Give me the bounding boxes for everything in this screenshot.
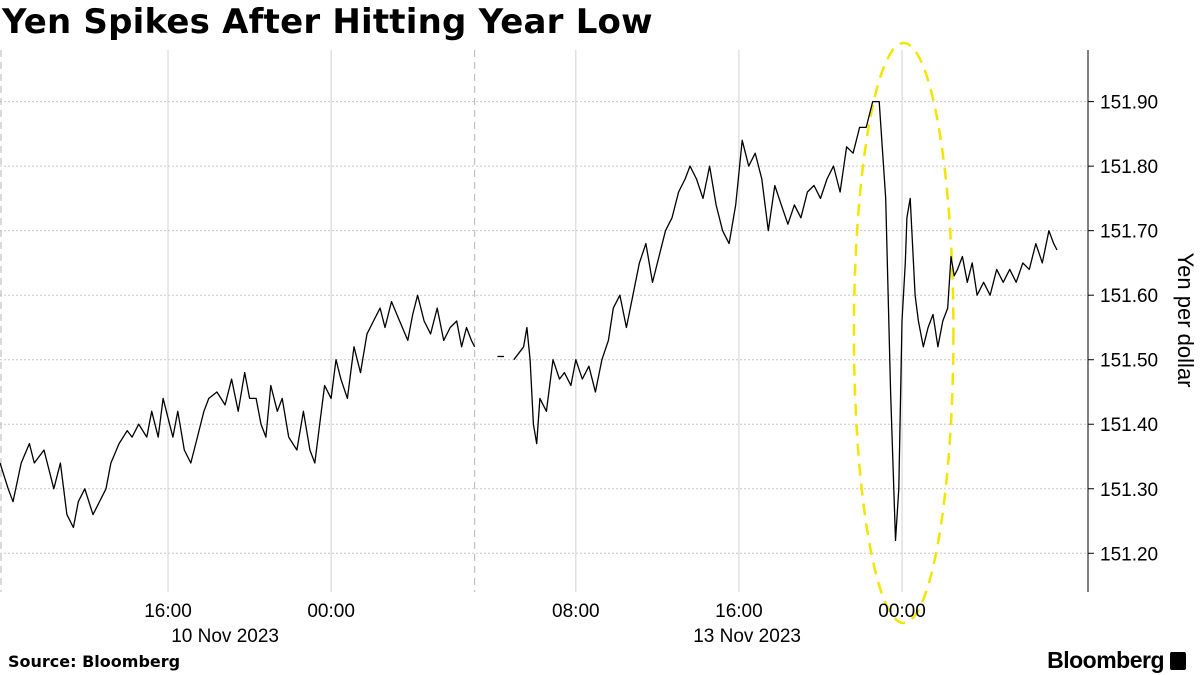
chart-title: Yen Spikes After Hitting Year Low [2, 2, 653, 42]
grid-layer [0, 50, 1088, 592]
x-tick-label: 16:00 [715, 601, 763, 622]
source-note: Source: Bloomberg [8, 652, 181, 671]
brand-terminal-icon [1170, 651, 1186, 670]
y-tick-label: 151.30 [1100, 480, 1158, 501]
x-tick-label: 08:00 [552, 601, 600, 622]
x-date-label: 13 Nov 2023 [693, 626, 801, 647]
highlight-ellipse [852, 41, 955, 625]
y-tick-label: 151.70 [1100, 222, 1158, 243]
y-tick-label: 151.20 [1100, 544, 1158, 565]
y-tick-label: 151.40 [1100, 415, 1158, 436]
axis-layer: 151.20 151.30 151.40 151.50 151.60 151.70 151.… [144, 50, 1198, 647]
series-line-1 [0, 294, 476, 529]
highlight-layer [852, 41, 955, 625]
y-tick-label: 151.80 [1100, 157, 1158, 178]
brand-logo: Bloomberg [1047, 647, 1186, 674]
y-tick-label: 151.90 [1100, 93, 1158, 114]
x-date-label: 10 Nov 2023 [171, 626, 279, 647]
series-layer [0, 100, 1058, 542]
y-tick-label: 151.50 [1100, 351, 1158, 372]
x-tick-label: 16:00 [144, 601, 192, 622]
series-line-2 [513, 100, 1058, 542]
y-axis-title: Yen per dollar [1173, 253, 1198, 388]
x-tick-label: 00:00 [878, 601, 926, 622]
x-tick-label: 00:00 [307, 601, 355, 622]
brand-name: Bloomberg [1047, 647, 1164, 673]
y-tick-label: 151.60 [1100, 286, 1158, 307]
